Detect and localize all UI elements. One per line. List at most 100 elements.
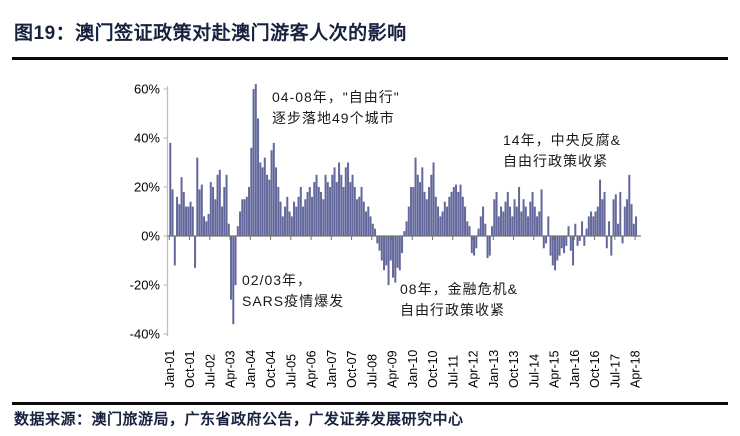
- bar: [308, 187, 311, 236]
- bar: [587, 216, 590, 236]
- bar: [621, 236, 624, 244]
- bar: [459, 184, 462, 236]
- annotation-financial-crisis-2008: 08年，金融危机& 自由行政策收紧: [400, 279, 518, 321]
- bar: [502, 211, 505, 236]
- bar: [180, 177, 183, 236]
- x-axis-tick-label: Apr-15: [548, 350, 562, 388]
- bar: [520, 211, 523, 236]
- bar: [576, 236, 579, 246]
- annotation-sars: 02/03年， SARS疫情爆发: [242, 270, 344, 312]
- bar: [551, 236, 554, 266]
- bar: [619, 191, 622, 236]
- bar: [333, 167, 336, 236]
- bar: [266, 174, 269, 236]
- annotation-line: 04-08年，"自由行": [272, 89, 400, 105]
- bar: [306, 191, 309, 236]
- annotation-line: 14年，中央反腐&: [503, 132, 621, 148]
- bar: [574, 223, 577, 236]
- bar: [538, 211, 541, 236]
- bar: [387, 236, 390, 285]
- bar: [281, 216, 284, 236]
- bar: [592, 216, 595, 236]
- y-axis-tick-label: 40%: [134, 131, 160, 146]
- bar: [488, 236, 491, 256]
- bar: [513, 199, 516, 236]
- bar: [432, 162, 435, 236]
- bar: [448, 196, 451, 236]
- bar: [304, 199, 307, 236]
- x-axis-tick-label: Jan-13: [487, 350, 501, 388]
- bar: [360, 187, 363, 236]
- bar: [466, 221, 469, 236]
- bar: [218, 169, 221, 236]
- bar: [515, 206, 518, 236]
- bar: [423, 191, 426, 236]
- bar: [398, 236, 401, 271]
- bar: [450, 191, 453, 236]
- bar: [441, 211, 444, 236]
- title-divider: [12, 57, 728, 60]
- bar: [578, 236, 581, 241]
- x-axis-tick-label: Jan-01: [163, 350, 177, 388]
- bar: [313, 182, 316, 236]
- bar: [416, 174, 419, 236]
- bar: [329, 187, 332, 236]
- bar: [596, 206, 599, 236]
- x-axis-tick-label: Jul-05: [284, 354, 298, 388]
- bar: [234, 236, 237, 285]
- bar: [394, 236, 397, 283]
- bar: [522, 199, 525, 236]
- bar: [194, 236, 197, 268]
- bar: [173, 236, 176, 266]
- bar: [461, 196, 464, 236]
- bar: [529, 201, 532, 236]
- bar: [236, 226, 239, 236]
- bar: [176, 196, 179, 236]
- x-axis-tick-label: Oct-13: [507, 350, 521, 388]
- bar: [243, 199, 246, 236]
- bar: [284, 206, 287, 236]
- bar: [468, 226, 471, 236]
- bar: [340, 174, 343, 236]
- bar: [293, 201, 296, 236]
- bar: [500, 206, 503, 236]
- x-axis-tick-label: Jan-10: [406, 350, 420, 388]
- bar: [383, 236, 386, 271]
- x-axis-tick-label: Apr-09: [386, 350, 400, 388]
- bar: [437, 206, 440, 236]
- figure-title: 图19：澳门签证政策对赴澳门游客人次的影响: [14, 23, 407, 44]
- bar: [612, 199, 615, 236]
- bar: [356, 199, 359, 236]
- bar: [401, 236, 404, 254]
- bar: [486, 236, 489, 259]
- bar: [331, 174, 334, 236]
- y-axis-tick-label: -20%: [130, 278, 161, 293]
- bar: [248, 187, 251, 236]
- bar: [189, 201, 192, 236]
- annotation-line: 自由行政策收紧: [503, 153, 608, 169]
- bar: [540, 189, 543, 236]
- bar: [185, 206, 188, 236]
- bar: [632, 223, 635, 236]
- bar: [353, 187, 356, 236]
- bar: [623, 206, 626, 236]
- bar: [560, 236, 563, 249]
- bar: [509, 206, 512, 236]
- bar: [275, 167, 278, 236]
- bar: [227, 223, 230, 236]
- bar: [495, 191, 498, 236]
- annotation-line: 逐步落地49个城市: [272, 110, 395, 126]
- bar: [196, 157, 199, 236]
- bar: [338, 162, 341, 236]
- bar: [299, 187, 302, 236]
- annotation-anticorruption-2014: 14年，中央反腐& 自由行政策收紧: [503, 130, 621, 172]
- bar: [374, 228, 377, 236]
- bar: [198, 189, 201, 236]
- bar: [378, 236, 381, 251]
- bar: [191, 206, 194, 236]
- bar: [477, 228, 480, 236]
- bar: [603, 191, 606, 236]
- bar: [452, 187, 455, 236]
- x-axis-tick-label: Jan-04: [244, 350, 258, 388]
- x-axis-tick-label: Apr-03: [224, 350, 238, 388]
